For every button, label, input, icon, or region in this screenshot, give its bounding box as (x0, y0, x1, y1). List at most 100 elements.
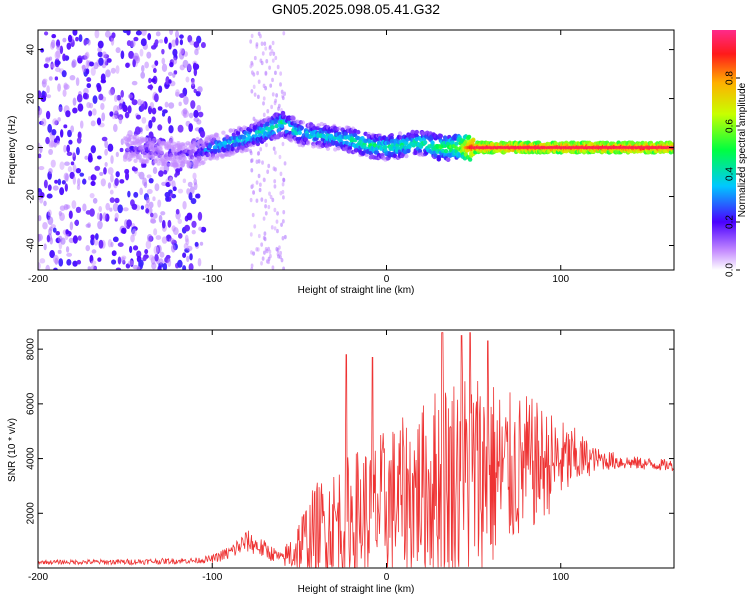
spectrogram-cell (67, 34, 73, 43)
spectrogram-cell (54, 179, 59, 184)
spectrogram-cell (114, 212, 119, 220)
colorbar-tick-label: 0.2 (725, 215, 736, 229)
spectrogram-cell (282, 209, 286, 215)
spectrogram-cell (43, 31, 49, 36)
spectrogram-cell (51, 33, 57, 39)
spectrogram-cell (282, 31, 286, 36)
spectrogram-cell (48, 167, 53, 175)
spectrogram-cell (64, 183, 68, 192)
spectrogram-cell (61, 70, 67, 78)
spectrogram-cell (161, 57, 166, 65)
spectrogram-cell (279, 171, 283, 177)
spectrogram-cell (131, 228, 137, 237)
spectrogram-cell (152, 67, 157, 74)
spectrogram-cell (161, 48, 165, 55)
spectrogram-ytick-label: 0 (26, 144, 37, 150)
spectrogram-cell (177, 218, 183, 225)
spectrogram-cell (250, 158, 253, 164)
spectrogram-cell (133, 191, 139, 198)
spectrogram-cell (134, 126, 141, 135)
spectrogram-cell (154, 39, 159, 45)
spectrogram-cell (256, 70, 259, 76)
spectrogram-cell (103, 167, 107, 175)
spectrogram-cell (51, 128, 57, 136)
spectrogram-cell (256, 94, 260, 100)
spectrogram-cell (267, 204, 271, 210)
spectrogram-cell (192, 62, 197, 71)
spectrogram-cell (109, 207, 113, 212)
spectrogram-cell (179, 93, 185, 99)
spectrogram-cell (161, 219, 166, 229)
spectrogram-cell (157, 124, 163, 131)
spectrogram-cell (257, 79, 261, 84)
spectrogram-cell (406, 148, 411, 154)
spectrogram-cells (38, 30, 674, 270)
spectrogram-cell (76, 178, 81, 186)
spectrogram-cell (147, 33, 152, 41)
spectrogram-cell (168, 176, 173, 186)
spectrogram-cell (271, 197, 275, 203)
spectrogram-cell (96, 84, 102, 93)
spectrogram-cell (57, 249, 62, 254)
spectrogram-cell (169, 155, 175, 160)
spectrogram-cell (454, 141, 459, 146)
spectrogram-cell (137, 171, 142, 177)
spectrogram-cell (158, 258, 164, 265)
spectrogram-cell (189, 253, 193, 261)
spectrogram-cell (151, 116, 156, 123)
spectrogram-cell (258, 182, 262, 187)
spectrogram-cell (109, 111, 114, 117)
spectrogram-cell (367, 138, 372, 144)
spectrogram-frame (37, 29, 675, 271)
spectrogram-cell (136, 250, 142, 258)
spectrogram-cell (57, 83, 61, 92)
spectrogram-cell (182, 178, 187, 184)
spectrogram-cell (142, 177, 147, 187)
spectrogram-cell (272, 146, 276, 151)
spectrogram-cell (271, 92, 275, 97)
spectrogram-cell (152, 196, 156, 202)
spectrogram-cell (47, 184, 52, 191)
spectrogram-cell (270, 48, 274, 54)
spectrogram-cell (175, 208, 180, 215)
spectrogram-cell (189, 40, 195, 46)
spectrogram-cell (52, 185, 59, 191)
spectrogram-cell (349, 138, 355, 143)
spectrogram-cell (140, 205, 145, 210)
spectrogram-cell (196, 193, 201, 199)
spectrogram-cell (186, 160, 192, 165)
spectrogram-cell (135, 30, 142, 36)
spectrogram-cell (275, 219, 279, 224)
spectrogram-xlabel: Height of straight line (km) (298, 285, 415, 296)
spectrogram-cell (53, 254, 59, 264)
spectrogram-cell (45, 136, 50, 145)
spectrogram-cell (245, 147, 250, 152)
spectrogram-cell (192, 172, 197, 180)
spectrogram-cell (76, 137, 82, 144)
spectrogram-cell (127, 94, 133, 99)
colorbar-tick-label: 0.8 (725, 71, 736, 85)
spectrogram-cell (65, 229, 69, 235)
spectrogram-cell (140, 71, 146, 79)
spectrogram-cell (257, 233, 261, 239)
spectrogram-cell (277, 106, 280, 111)
spectrogram-cell (90, 180, 96, 187)
spectrogram-cell (193, 178, 198, 186)
spectrogram-cell (50, 63, 57, 68)
spectrogram-cell (90, 265, 97, 270)
spectrogram-cell (151, 64, 157, 69)
spectrogram-cell (68, 210, 73, 219)
spectrogram-cell (110, 241, 114, 248)
spectrogram-cell (182, 108, 188, 115)
spectrogram-cell (259, 147, 263, 152)
spectrogram-cell (249, 197, 253, 203)
spectrogram-cell (74, 220, 79, 226)
spectrogram-cell (276, 211, 279, 216)
spectrogram-cell (197, 86, 203, 93)
spectrogram-cell (72, 30, 78, 36)
spectrogram-cell (140, 38, 147, 47)
chart-title: GN05.2025.098.05.41.G32 (272, 1, 440, 17)
spectrogram-cell (168, 189, 173, 194)
spectrogram-cell (124, 111, 130, 119)
spectrogram-cell (129, 245, 133, 254)
